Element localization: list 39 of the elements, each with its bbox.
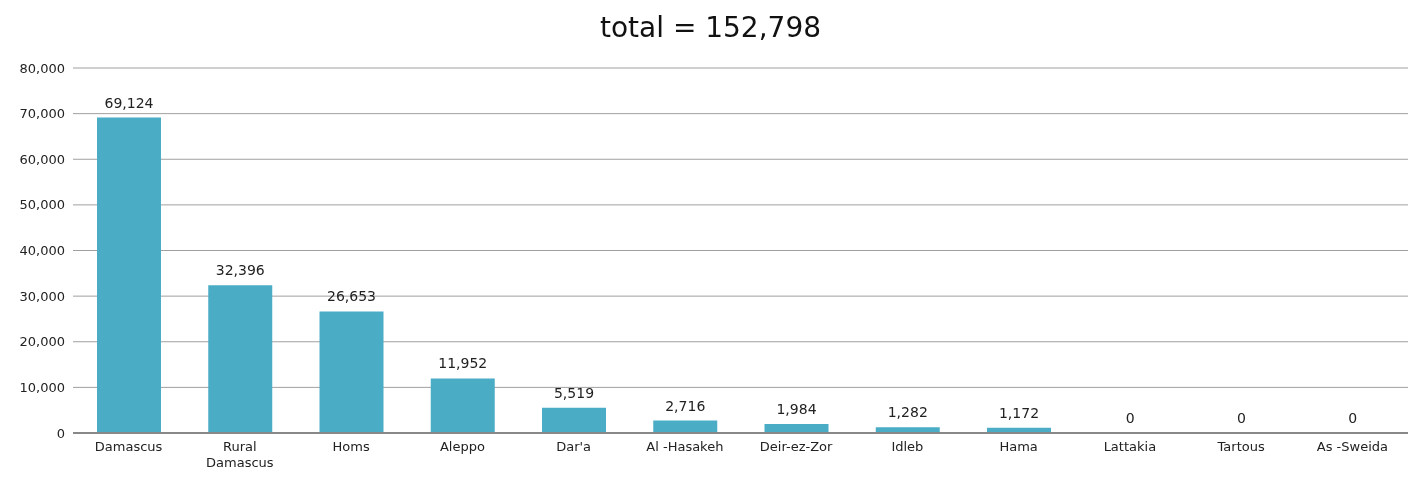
data-label: 5,519 (553, 384, 595, 401)
data-label: 11,952 (438, 355, 488, 372)
data-label: 69,124 (104, 94, 154, 111)
bar (97, 117, 161, 433)
y-tick-label: 10,000 (19, 379, 65, 395)
data-label: 1,984 (776, 400, 817, 417)
x-tick-label: As -Sweida (1316, 439, 1388, 454)
bar (208, 285, 273, 433)
data-label: 0 (1348, 409, 1358, 426)
bar (542, 407, 606, 433)
bar (430, 378, 495, 433)
x-tick-label: Homs (332, 439, 370, 454)
x-tick-label: Tartous (1216, 439, 1265, 454)
data-label: 1,282 (887, 404, 928, 421)
y-tick-label: 30,000 (19, 288, 65, 304)
y-tick-label: 50,000 (19, 197, 65, 213)
bar (319, 311, 384, 433)
x-tick-label: Idleb (891, 439, 924, 454)
x-tick-label: Deir-ez-Zor (759, 439, 834, 454)
data-label: 32,396 (215, 262, 265, 279)
data-label: 0 (1125, 409, 1135, 426)
x-tick-label: Damascus (94, 439, 163, 454)
y-tick-label: 20,000 (19, 334, 65, 350)
y-tick-label: 60,000 (19, 151, 65, 167)
x-tick-label: Hama (999, 439, 1038, 454)
data-label: 2,716 (665, 397, 706, 414)
x-tick-label: Aleppo (439, 439, 485, 454)
chart-title: total = 152,798 (598, 10, 823, 46)
data-label: 26,653 (327, 288, 376, 305)
y-tick-label: 40,000 (19, 243, 65, 259)
x-tick-label: Dar'a (556, 439, 592, 454)
y-tick-label: 80,000 (19, 60, 65, 76)
data-label: 1,172 (998, 404, 1040, 421)
y-tick-label: 70,000 (19, 106, 65, 122)
y-tick-label: 0 (56, 425, 65, 441)
x-tick-label: Lattakia (1103, 439, 1157, 454)
x-tick-label: Rural Damascus (206, 439, 274, 470)
data-label: 0 (1237, 409, 1246, 426)
x-tick-label: Al -Hasakeh (646, 439, 724, 454)
